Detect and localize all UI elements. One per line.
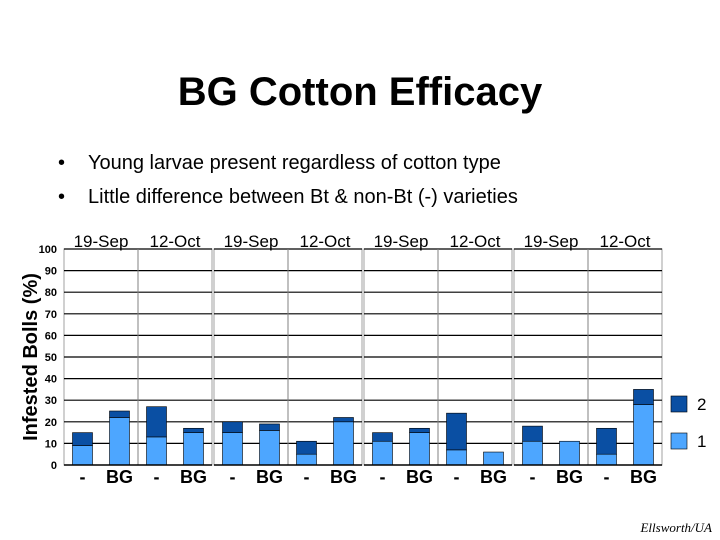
x-tick-label: - [154, 467, 160, 487]
x-tick-label: - [380, 467, 386, 487]
bar-segment-series2 [372, 432, 393, 442]
bar-segment-series1 [446, 449, 467, 466]
bar-segment-series1 [409, 432, 430, 466]
y-tick-label: 90 [45, 266, 57, 278]
y-tick-label: 40 [45, 374, 57, 386]
bullet-item: • Young larvae present regardless of cott… [58, 150, 518, 184]
bar-segment-series1 [183, 432, 204, 466]
x-tick-label: - [454, 467, 460, 487]
date-header: 12-Oct [449, 232, 500, 251]
slide-title: BG Cotton Efficacy [177, 70, 543, 114]
bar-segment-series2 [333, 417, 354, 423]
y-tick-label: 50 [45, 352, 57, 364]
x-tick-label: - [530, 467, 536, 487]
x-tick-label: BG [630, 467, 657, 487]
x-tick-label: BG [556, 467, 583, 487]
date-header: 12-Oct [599, 232, 650, 251]
date-header: 12-Oct [299, 232, 350, 251]
bar-segment-series2 [633, 389, 654, 405]
x-tick-label: BG [256, 467, 283, 487]
y-tick-label: 0 [51, 460, 57, 472]
bar-segment-series2 [259, 423, 280, 431]
x-tick-label: - [604, 467, 610, 487]
bar-segment-series2 [296, 440, 317, 455]
y-tick-label: 80 [45, 287, 57, 299]
bar-segment-series1 [483, 451, 504, 466]
bar-segment-series1 [109, 417, 130, 466]
bullet-text: Young larvae present regardless of cotto… [88, 152, 501, 174]
bar-segment-series2 [183, 427, 204, 433]
bar-segment-series1 [559, 440, 580, 466]
bar-segment-series2 [146, 406, 167, 438]
bar-segment-series2 [222, 421, 243, 433]
bullet-item: • Little difference between Bt & non-Bt (… [58, 184, 518, 218]
y-tick-label: 20 [45, 417, 57, 429]
date-header: 19-Sep [374, 232, 429, 251]
date-header: 12-Oct [149, 232, 200, 251]
date-header: 19-Sep [74, 232, 129, 251]
bar-segment-series1 [222, 432, 243, 466]
bar-segment-series2 [409, 427, 430, 433]
legend-swatch-series2 [670, 395, 688, 413]
legend-label-series1: 1 [697, 432, 706, 451]
bar-segment-series1 [72, 445, 93, 466]
bar-segment-series1 [596, 453, 617, 466]
stacked-bar-chart: Infested Bolls (%) 0 10 20 30 40 50 60 70 80 90 100… [20, 232, 706, 487]
bullet-text: Little difference between Bt & non-Bt (-… [88, 186, 518, 208]
bar-segment-series1 [296, 453, 317, 466]
credit-text: Ellsworth/UA [640, 520, 712, 535]
x-tick-label: - [230, 467, 236, 487]
legend-label-series2: 2 [697, 395, 706, 414]
x-tick-label: BG [406, 467, 433, 487]
x-tick-label: BG [480, 467, 507, 487]
x-tick-label: - [304, 467, 310, 487]
y-tick-label: 30 [45, 395, 57, 407]
bar-segment-series1 [633, 404, 654, 466]
bar-segment-series1 [259, 430, 280, 466]
bar-segment-series1 [333, 421, 354, 466]
x-tick-label: - [80, 467, 86, 487]
bar-segment-series2 [109, 410, 130, 418]
bullet-dot-icon: • [58, 186, 66, 208]
y-tick-label: 60 [45, 330, 57, 342]
x-tick-label: BG [330, 467, 357, 487]
y-tick-label: 70 [45, 309, 57, 321]
bar-segment-series1 [372, 440, 393, 466]
x-tick-label: BG [106, 467, 133, 487]
bullet-list: • Young larvae present regardless of cott… [58, 150, 518, 218]
y-axis-label: Infested Bolls (%) [20, 273, 42, 441]
bar-segment-series2 [596, 427, 617, 455]
bar-segment-series2 [72, 432, 93, 446]
date-header: 19-Sep [524, 232, 579, 251]
y-tick-label: 10 [45, 438, 57, 450]
y-tick-label: 100 [39, 244, 57, 256]
legend-swatch-series1 [670, 432, 688, 450]
bar-segment-series1 [522, 440, 543, 466]
bar-segment-series2 [446, 412, 467, 451]
date-header: 19-Sep [224, 232, 279, 251]
bullet-dot-icon: • [58, 152, 66, 174]
bar-segment-series2 [522, 425, 543, 442]
bar-segment-series1 [146, 436, 167, 466]
x-tick-label: BG [180, 467, 207, 487]
